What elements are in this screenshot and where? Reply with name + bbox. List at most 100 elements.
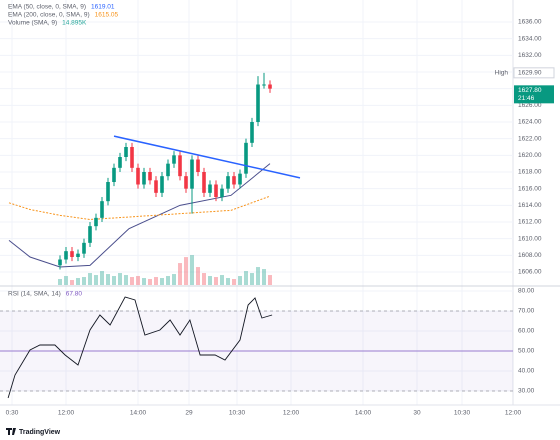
x-tick-label: 10:30 [229,410,246,417]
candle-body [118,157,122,168]
volume-bar [172,274,176,285]
legend-value: 14.895K [62,20,87,27]
high-price-label: 1629.90 [518,70,542,77]
y-tick-label: 50.00 [518,348,535,355]
candle-body [202,172,206,193]
y-tick-label: 1606.00 [518,269,542,276]
volume-bar [106,274,110,285]
candle-body [190,159,194,189]
candle-body [184,176,188,189]
volume-bar [58,279,62,285]
x-tick-label: 12:00 [505,410,522,417]
candle-body [64,251,68,260]
logo-text: TradingView [19,429,61,436]
candle-body [82,242,86,254]
volume-bar [196,267,200,285]
y-tick-label: 40.00 [518,368,535,375]
candle-body [250,122,254,143]
candle-body [70,251,74,257]
candle-body [256,84,260,122]
x-tick-label: 14:00 [130,410,147,417]
x-tick-label: 14:00 [355,410,372,417]
candle-body [160,176,164,193]
volume-bar [70,280,74,285]
volume-bar [82,277,86,285]
y-tick-label: 70.00 [518,308,535,315]
legend-value: 1615.05 [95,12,119,19]
candle-body [208,184,212,193]
y-tick-label: 30.00 [518,388,535,395]
candle-body [130,147,134,168]
x-tick-label: 30 [413,410,421,417]
volume-bar [244,271,248,285]
rsi-line [7,296,273,399]
volume-bar [238,276,242,285]
volume-bar [208,276,212,285]
y-tick-label: 1636.00 [518,19,542,26]
volume-bar [88,273,92,285]
last-price-label: 1627.80 [518,87,542,94]
volume-bar [226,278,230,285]
legend-value: 67.80 [66,291,83,298]
y-tick-label: 1634.00 [518,35,542,42]
volume-bar [184,257,188,285]
y-tick-label: 1626.00 [518,102,542,109]
legend-name: EMA (200, close, 0, SMA, 9) [8,12,90,19]
candle-body [244,142,248,174]
countdown-label: 21:46 [518,95,535,102]
candle-body [238,173,242,185]
y-tick-label: 1618.00 [518,169,542,176]
candle-body [196,159,200,172]
legend-value: 1619.01 [91,4,115,11]
volume-bar [166,276,170,285]
y-tick-label: 1612.00 [518,219,542,226]
volume-bar [142,278,146,285]
candle-body [226,176,230,189]
candle-body [172,155,176,164]
candle-body [154,180,158,193]
x-tick-label: 12:00 [283,410,300,417]
legend-name: RSI (14, SMA, 14) [8,291,61,298]
volume-bar [268,275,272,285]
candle-body [112,167,116,182]
candle-body [166,163,170,177]
candle-body [100,201,104,218]
volume-bar [64,276,68,285]
high-price-box [513,67,555,79]
y-tick-label: 1632.00 [518,52,542,59]
x-tick-label: 10:30 [454,410,471,417]
logo-icon [6,428,16,435]
indicator-line [8,195,271,221]
candle-body [76,253,80,257]
candle-body [136,167,140,185]
x-tick-label: 29 [185,410,193,417]
candle-body [232,176,236,185]
y-tick-label: 1624.00 [518,119,542,126]
last-price-box [514,85,554,104]
candle-body [124,147,128,157]
legend-name: Volume (SMA, 9) [8,20,57,27]
y-tick-label: 1622.00 [518,135,542,142]
volume-bar [112,276,116,285]
candle-body [262,84,266,86]
x-tick-label: 12:00 [58,410,75,417]
volume-bar [100,271,104,285]
volume-bar [256,267,260,285]
candle-body [94,217,98,227]
candle-body [148,172,152,181]
volume-bar [160,278,164,285]
volume-bar [214,277,218,285]
x-tick-label: 0:30 [6,410,19,417]
candle-body [268,84,272,89]
volume-bar [118,273,122,285]
y-tick-label: 1620.00 [518,152,542,159]
volume-bar [250,273,254,285]
volume-bar [262,269,266,285]
volume-bar [190,255,194,285]
high-label: High [495,70,509,77]
y-tick-label: 1616.00 [518,185,542,192]
volume-bar [232,279,236,285]
